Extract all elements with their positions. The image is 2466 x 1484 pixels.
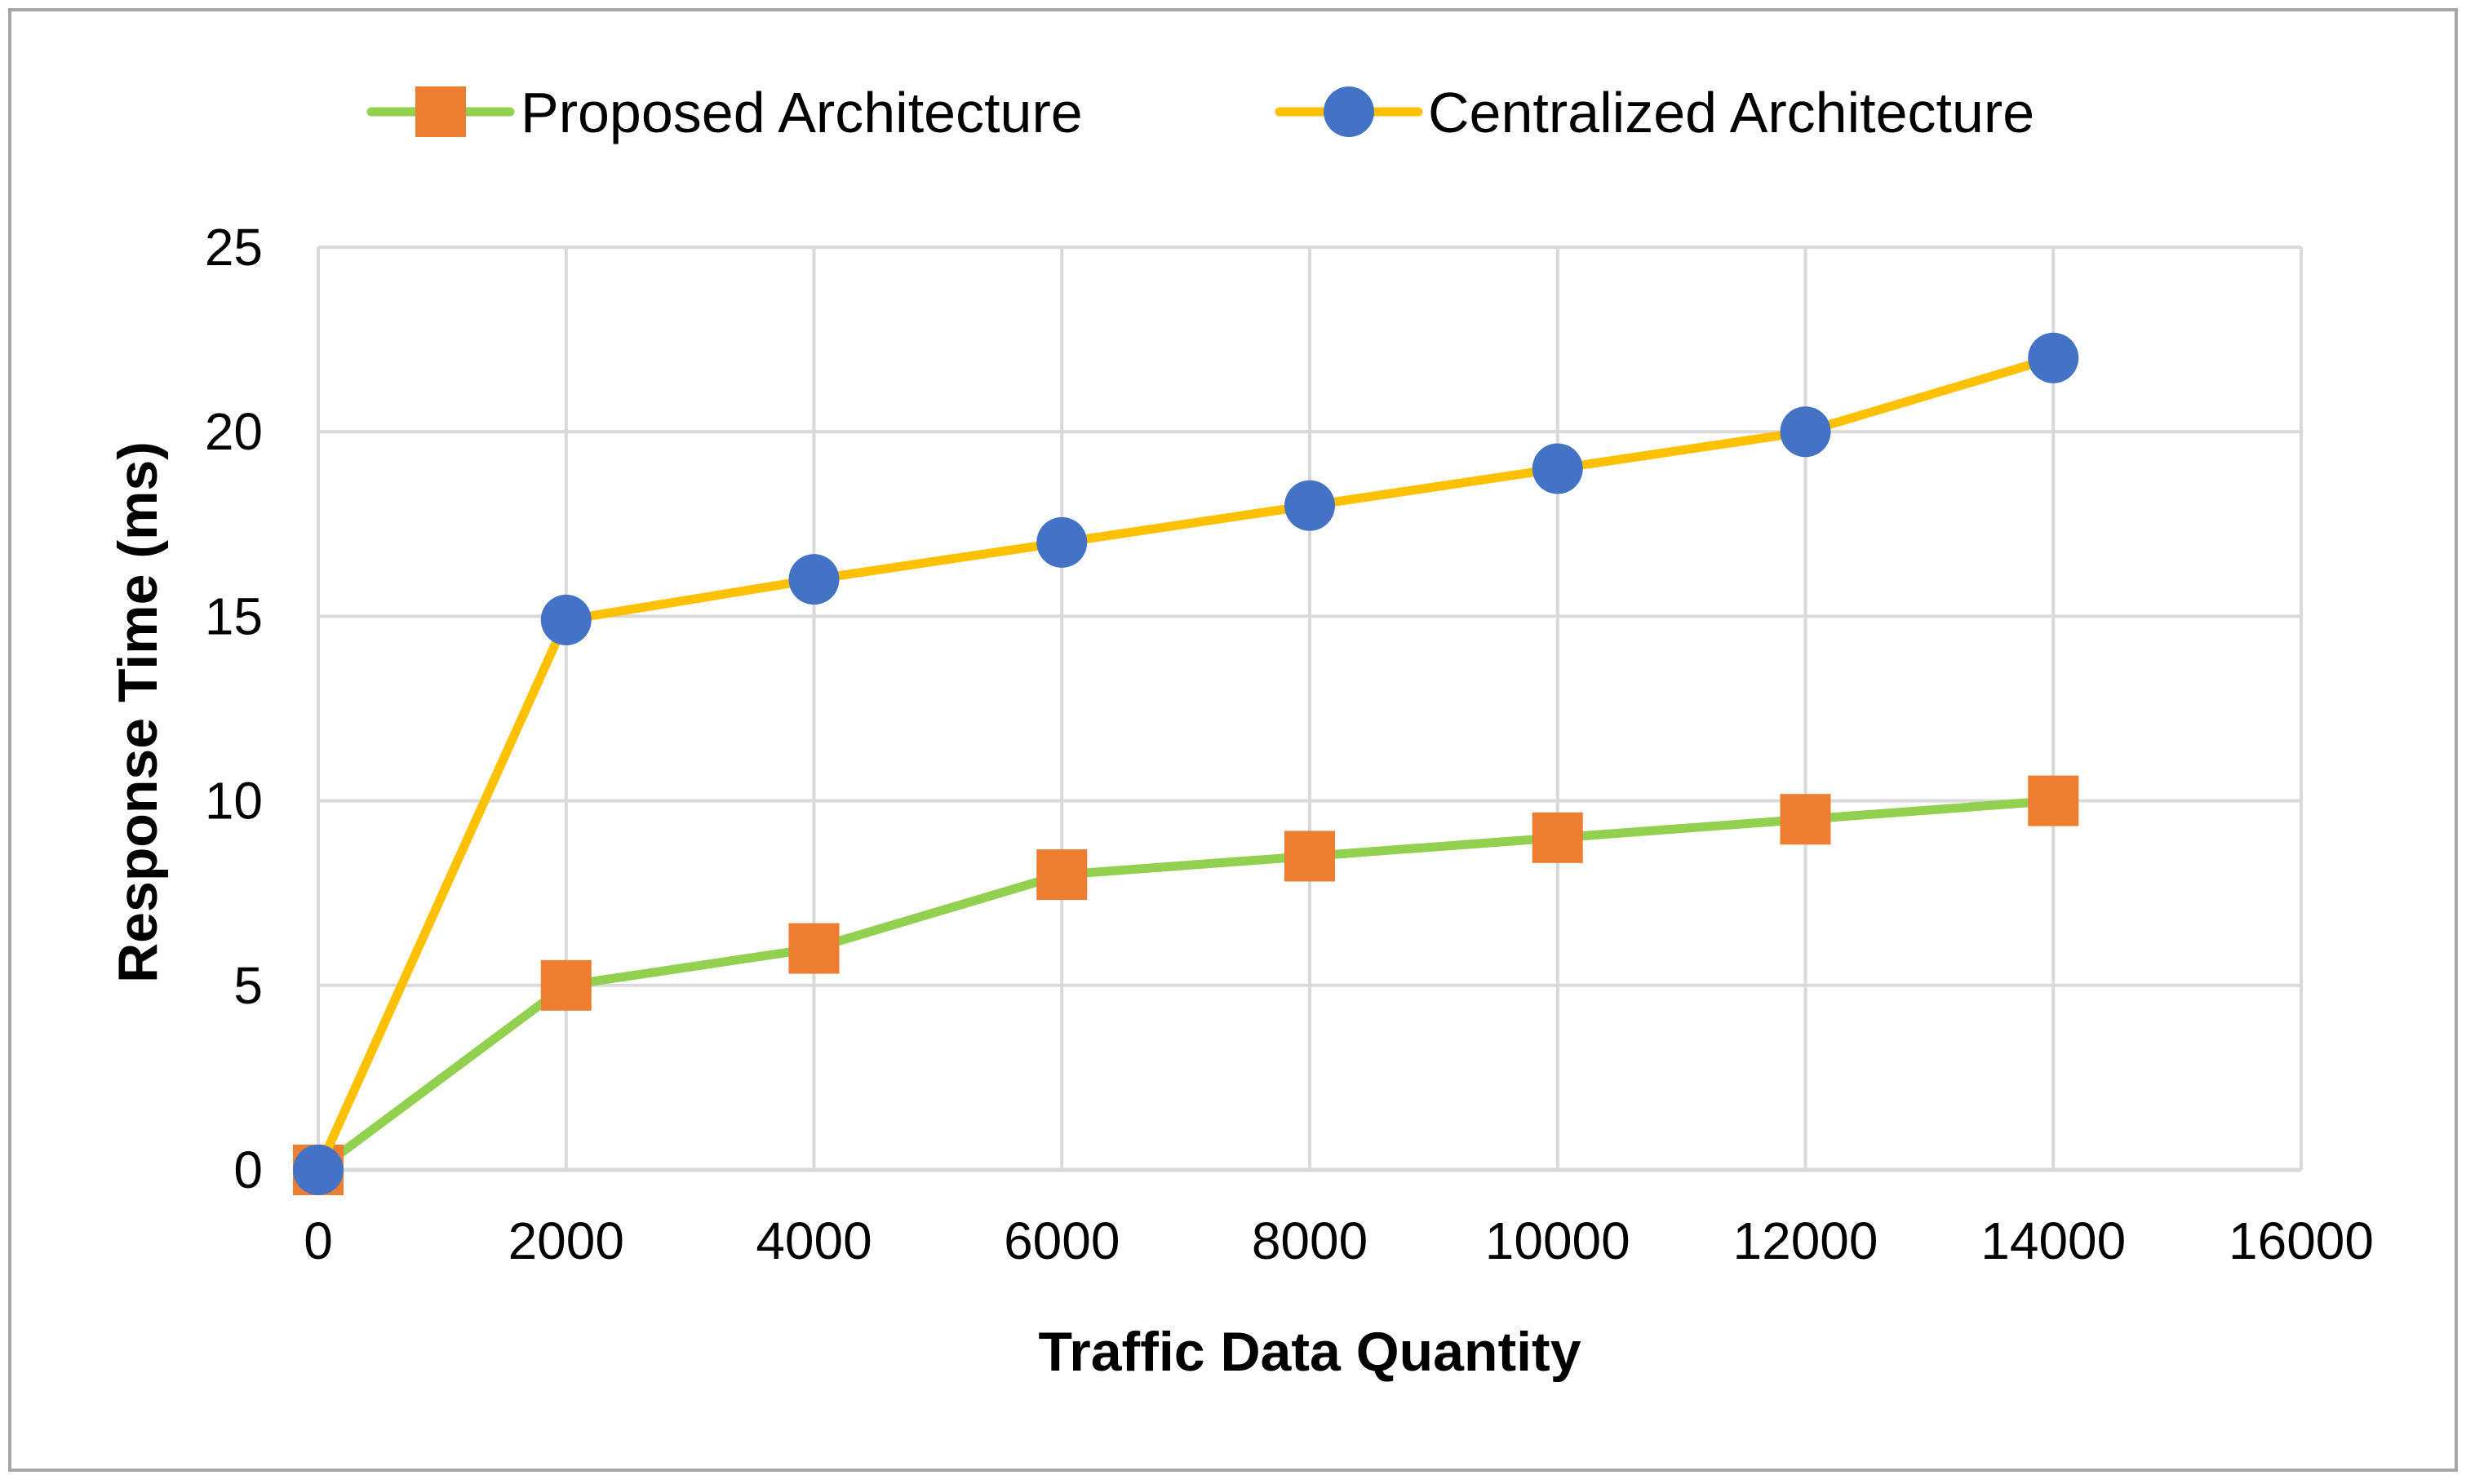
chart-border bbox=[8, 8, 2458, 1472]
y-tick-label-1: 5 bbox=[233, 956, 263, 1015]
series-layer bbox=[293, 332, 2079, 1195]
point-centralized-4 bbox=[1284, 480, 1335, 531]
x-tick-label-1: 2000 bbox=[508, 1212, 624, 1270]
point-centralized-5 bbox=[1532, 443, 1583, 494]
point-centralized-1 bbox=[540, 594, 592, 645]
x-tick-label-4: 8000 bbox=[1252, 1212, 1368, 1270]
series-line-centralized bbox=[313, 353, 2058, 1175]
point-proposed-7 bbox=[2028, 775, 2079, 826]
grid-lines bbox=[317, 246, 2303, 1170]
point-centralized-7 bbox=[2028, 332, 2079, 383]
y-tick-label-4: 20 bbox=[205, 402, 263, 461]
series-centralized bbox=[293, 332, 2079, 1195]
x-tick-label-6: 12000 bbox=[1733, 1212, 1878, 1270]
legend-item-centralized: Centralized Architecture bbox=[1275, 81, 2034, 144]
y-tick-label-3: 15 bbox=[205, 587, 263, 645]
x-tick-label-7: 14000 bbox=[1980, 1212, 2126, 1270]
tick-labels: 0 5 10 15 20 25 0 2000 4000 6000 8000 10000 12000 140… bbox=[205, 218, 2374, 1270]
y-axis-title: Response Time (ms) bbox=[107, 441, 169, 983]
point-proposed-5 bbox=[1532, 812, 1583, 863]
x-tick-label-0: 0 bbox=[304, 1212, 333, 1270]
legend: Proposed Architecture Centralized Archit… bbox=[366, 81, 2034, 144]
point-proposed-2 bbox=[788, 923, 840, 974]
x-tick-label-8: 16000 bbox=[2229, 1212, 2374, 1270]
point-proposed-4 bbox=[1284, 831, 1335, 882]
point-proposed-3 bbox=[1036, 849, 1088, 901]
legend-marker-centralized bbox=[1324, 86, 1374, 137]
legend-item-proposed: Proposed Architecture bbox=[366, 81, 1083, 144]
point-centralized-6 bbox=[1780, 406, 1831, 458]
y-tick-label-0: 0 bbox=[233, 1141, 263, 1199]
point-centralized-2 bbox=[788, 554, 840, 605]
legend-label-proposed: Proposed Architecture bbox=[521, 81, 1083, 144]
point-centralized-3 bbox=[1036, 516, 1088, 568]
x-tick-label-3: 6000 bbox=[1004, 1212, 1120, 1270]
legend-marker-proposed bbox=[415, 86, 466, 137]
y-tick-label-2: 10 bbox=[205, 772, 263, 831]
legend-label-centralized: Centralized Architecture bbox=[1428, 81, 2034, 144]
x-tick-label-2: 4000 bbox=[756, 1212, 872, 1270]
point-proposed-6 bbox=[1780, 794, 1831, 845]
series-line-proposed bbox=[313, 796, 2058, 1175]
point-centralized-0 bbox=[293, 1145, 344, 1195]
y-tick-label-5: 25 bbox=[205, 218, 263, 277]
x-tick-label-5: 10000 bbox=[1485, 1212, 1630, 1270]
point-proposed-1 bbox=[540, 959, 592, 1011]
x-axis-title: Traffic Data Quantity bbox=[1038, 1321, 1581, 1383]
